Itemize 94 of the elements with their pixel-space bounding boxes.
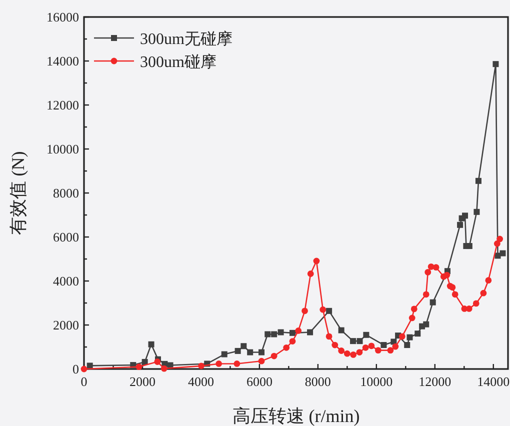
point [444,272,450,278]
point [240,343,247,350]
x-tick-label: 2000 [129,374,156,389]
point [406,334,413,340]
point [380,342,387,348]
x-tick-label: 12000 [418,374,452,389]
point [404,342,410,348]
point [350,338,356,344]
point [363,332,370,338]
point [80,366,88,372]
point [410,306,418,312]
point [148,341,154,348]
y-tick-label: 10000 [46,142,79,156]
point [289,338,296,344]
point [302,308,308,314]
point [374,347,382,354]
point [307,270,314,277]
point [452,291,458,298]
point [424,269,432,276]
legend-label: 300um无碰摩 [140,30,232,48]
point [338,348,345,354]
point [295,328,302,334]
x-tick-label: 6000 [246,374,272,389]
point [198,362,204,370]
point [422,291,430,298]
point [344,350,350,357]
y-axis-title: 有效值 (N) [8,151,28,235]
point [462,212,468,219]
point [449,284,456,291]
y-tick-label: 2000 [53,318,79,332]
point [142,358,148,365]
point [423,321,430,328]
point [432,264,440,271]
point [332,342,338,348]
point [154,358,161,365]
point [475,178,482,184]
point [398,333,406,340]
point [492,61,499,68]
y-tick-label: 12000 [46,98,79,112]
point [356,349,363,356]
point [392,343,399,350]
point [320,306,326,313]
point [234,360,240,367]
point [466,306,472,312]
point [496,236,504,242]
point [313,258,320,264]
point [160,365,168,372]
y-tick-label: 0 [72,362,79,376]
point [338,327,344,334]
point [494,240,500,247]
point [283,344,290,351]
point [136,364,142,370]
y-tick-label: 8000 [53,186,79,200]
x-tick-label: 4000 [188,374,214,389]
point [234,348,241,354]
y-tick-label: 14000 [46,54,79,68]
x-tick-label: 8000 [304,374,331,389]
point [350,352,357,358]
point [362,344,369,351]
point [258,349,264,356]
x-tick-label: 10000 [360,374,393,389]
point [271,331,278,338]
point [258,358,265,364]
x-axis-title: 高压转速 (r/min) [232,406,360,426]
point [368,342,375,350]
point [474,208,480,215]
point [247,349,254,356]
point [86,362,93,369]
point [289,330,296,336]
point [472,300,480,307]
point [221,351,228,358]
point [485,277,492,284]
point [264,331,271,338]
y-tick-label: 16000 [46,10,79,24]
point [326,333,332,340]
point [408,314,416,322]
point [480,290,487,296]
y-tick-label: 6000 [53,230,79,244]
point [390,338,397,345]
x-tick-label: 14000 [477,374,510,389]
point [216,360,222,367]
point [457,222,464,228]
point [466,243,472,250]
point [387,347,394,354]
point [430,299,436,306]
point [278,329,284,336]
point [356,338,363,344]
point [307,329,314,336]
point [500,250,506,256]
point [414,330,421,337]
y-tick-label: 4000 [53,274,79,288]
point [326,308,332,314]
legend-label: 300um碰摩 [140,53,216,71]
point [270,352,278,360]
